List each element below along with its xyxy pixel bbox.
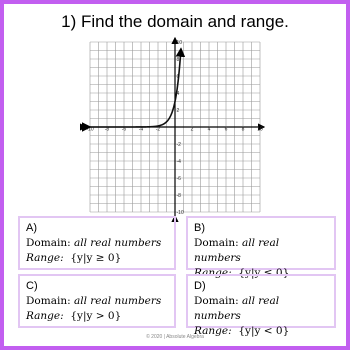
option-a[interactable]: A) Domain: all real numbers Range: {y|y … bbox=[18, 216, 176, 270]
y-tick-label: -2 bbox=[177, 142, 182, 148]
title: 1) Find the domain and range. bbox=[61, 12, 289, 31]
range-value: {y|y ≥ 0} bbox=[70, 252, 122, 264]
domain-value: all real numbers bbox=[73, 237, 162, 249]
footer: © 2020 | Absolute Algebra bbox=[146, 334, 204, 340]
domain-label: Domain: bbox=[26, 295, 71, 307]
curve bbox=[82, 47, 186, 132]
range-label: Range: bbox=[26, 252, 64, 264]
y-tick-label: -10 bbox=[177, 210, 184, 216]
y-tick-label: 8 bbox=[177, 57, 180, 63]
option-c[interactable]: C) Domain: all real numbers Range: {y|y … bbox=[18, 274, 176, 328]
x-tick-label: 4 bbox=[208, 127, 211, 133]
option-b[interactable]: B) Domain: all real numbers Range: {y|y … bbox=[186, 216, 336, 279]
domain-value: all real numbers bbox=[194, 295, 280, 322]
range: Range: {y|y ≥ 0} bbox=[26, 251, 168, 266]
domain-value: all real numbers bbox=[194, 237, 280, 264]
x-tick-label: 2 bbox=[191, 127, 194, 133]
domain: Domain: all real numbers bbox=[194, 294, 328, 324]
range: Range: {y|y > 0} bbox=[26, 309, 168, 324]
domain-label: Domain: bbox=[194, 295, 239, 307]
range: Range: {y|y < 0} bbox=[194, 324, 328, 339]
option-d[interactable]: D) Domain: all real numbers Range: {y|y … bbox=[186, 274, 336, 337]
domain-value: all real numbers bbox=[73, 295, 162, 307]
range-value: {y|y ≤ 0} bbox=[238, 267, 290, 279]
range-value: {y|y > 0} bbox=[70, 310, 122, 322]
x-tick-label: 10 bbox=[257, 127, 263, 133]
x-tick-label: 6 bbox=[225, 127, 228, 133]
x-tick-label: 8 bbox=[242, 127, 245, 133]
x-tick-label: -2 bbox=[156, 127, 161, 133]
y-tick-label: -4 bbox=[177, 159, 182, 165]
y-tick-label: 2 bbox=[177, 108, 180, 114]
option-label: B) bbox=[194, 222, 205, 234]
domain: Domain: all real numbers bbox=[26, 236, 168, 251]
range-label: Range: bbox=[194, 267, 232, 279]
domain-label: Domain: bbox=[26, 237, 71, 249]
domain-label: Domain: bbox=[194, 237, 239, 249]
domain: Domain: all real numbers bbox=[26, 294, 168, 309]
option-label: D) bbox=[194, 280, 206, 292]
y-tick-label: -6 bbox=[177, 176, 182, 182]
domain: Domain: all real numbers bbox=[194, 236, 328, 266]
range-label: Range: bbox=[194, 325, 232, 337]
option-label: A) bbox=[26, 222, 37, 234]
y-tick-label: -8 bbox=[177, 193, 182, 199]
range: Range: {y|y ≤ 0} bbox=[194, 266, 328, 281]
range-label: Range: bbox=[26, 310, 64, 322]
range-value: {y|y < 0} bbox=[238, 325, 290, 337]
option-label: C) bbox=[26, 280, 38, 292]
y-tick-label: 10 bbox=[177, 40, 183, 46]
